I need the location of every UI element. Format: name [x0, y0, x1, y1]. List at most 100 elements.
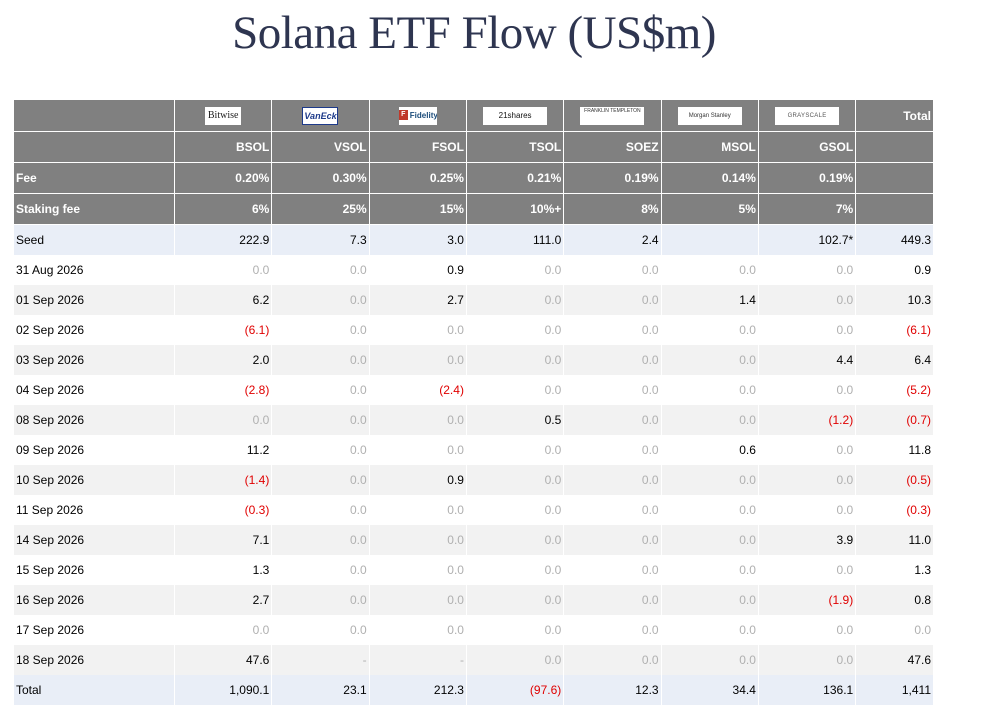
flow-value-cell: 0.0 [466, 495, 565, 525]
flow-value-cell: 0.0 [758, 285, 857, 315]
flow-value-cell: 2.0 [174, 345, 273, 375]
row-total-cell: 0.0 [855, 615, 933, 645]
fee-row-label: Fee [14, 162, 176, 194]
row-label: 10 Sep 2026 [14, 465, 176, 495]
staking-fee-total-cell [855, 193, 933, 225]
flow-value-cell: 7.3 [271, 224, 370, 255]
fidelity-mark-icon: F [398, 110, 408, 121]
table-row: 03 Sep 2026 2.0 0.0 0.0 0.0 0.0 0.0 4.4 6.4 [14, 345, 933, 375]
flow-value-cell: (1.9) [758, 585, 857, 615]
flow-value-cell: 0.9 [369, 255, 467, 285]
flow-value-cell: 0.0 [466, 645, 565, 675]
flow-value-cell: 0.0 [271, 555, 370, 585]
flow-value-cell: 0.0 [369, 555, 467, 585]
table-row: 16 Sep 2026 2.7 0.0 0.0 0.0 0.0 0.0 (1.9) 0.8 [14, 585, 933, 615]
flow-value-cell: 0.0 [466, 255, 565, 285]
flow-value-cell: 0.0 [466, 345, 565, 375]
staking-fee-cell: 25% [271, 193, 370, 225]
flow-value-cell: 0.0 [563, 405, 662, 435]
flow-value-cell: 0.0 [563, 525, 662, 555]
row-total-cell: 47.6 [855, 645, 933, 675]
flow-value-cell: 0.0 [466, 585, 565, 615]
flow-value-cell: 222.9 [174, 224, 273, 255]
flow-value-cell: 0.0 [271, 525, 370, 555]
staking-fee-row: Staking fee 6% 25% 15% 10%+ 8% 5% 7% [14, 193, 933, 225]
staking-fee-cell: 8% [563, 193, 662, 225]
flow-value-cell: 0.0 [369, 315, 467, 345]
fee-cell: 0.14% [661, 162, 759, 194]
table-row: 31 Aug 2026 0.0 0.0 0.9 0.0 0.0 0.0 0.0 0.9 [14, 255, 933, 285]
flow-value-cell: 0.0 [271, 255, 370, 285]
flow-value-cell: 0.0 [271, 495, 370, 525]
row-total-cell: 449.3 [855, 224, 933, 255]
row-total-cell: 11.8 [855, 435, 933, 465]
flow-value-cell: 0.0 [661, 585, 759, 615]
row-total-cell: 0.8 [855, 585, 933, 615]
issuer-logo-cell: 21shares [466, 100, 565, 132]
flow-value-cell: 0.0 [271, 615, 370, 645]
flow-value-cell: 0.0 [369, 345, 467, 375]
row-total-cell: (0.5) [855, 465, 933, 495]
flow-value-cell: 1,090.1 [174, 675, 273, 705]
flow-value-cell: 0.0 [271, 465, 370, 495]
ticker-cell: TSOL [466, 131, 565, 163]
ticker-row: BSOL VSOL FSOL TSOL SOEZ MSOL GSOL [14, 131, 933, 163]
flow-value-cell: 0.9 [369, 465, 467, 495]
flow-value-cell: 136.1 [758, 675, 857, 705]
flow-value-cell: 34.4 [661, 675, 759, 705]
flow-value-cell: 6.2 [174, 285, 273, 315]
flow-value-cell [661, 224, 759, 255]
row-total-cell: (6.1) [855, 315, 933, 345]
row-label: 04 Sep 2026 [14, 375, 176, 405]
row-total-cell: 0.9 [855, 255, 933, 285]
issuer-logo: GRAYSCALE [775, 106, 840, 125]
flow-value-cell: 0.0 [466, 285, 565, 315]
flow-value-cell: 1.4 [661, 285, 759, 315]
flow-value-cell: 0.0 [661, 645, 759, 675]
flow-value-cell: 0.0 [563, 615, 662, 645]
flow-value-cell: 0.0 [758, 255, 857, 285]
ticker-cell: FSOL [369, 131, 467, 163]
flow-value-cell: 3.0 [369, 224, 467, 255]
flow-value-cell: 0.0 [369, 405, 467, 435]
issuer-logo-cell: Morgan Stanley [661, 100, 759, 132]
issuer-logo-cell: Bitwise [174, 100, 273, 132]
flow-value-cell: 0.0 [563, 285, 662, 315]
flow-value-cell: (2.4) [369, 375, 467, 405]
flow-value-cell: (2.8) [174, 375, 273, 405]
fee-cell: 0.25% [369, 162, 467, 194]
table-row: 15 Sep 2026 1.3 0.0 0.0 0.0 0.0 0.0 0.0 1.3 [14, 555, 933, 585]
ticker-total-cell [855, 131, 933, 163]
flow-value-cell: 0.0 [563, 315, 662, 345]
flow-value-cell: (6.1) [174, 315, 273, 345]
flow-value-cell: 0.0 [563, 255, 662, 285]
flow-value-cell: (0.3) [174, 495, 273, 525]
flow-value-cell: 0.0 [174, 255, 273, 285]
flow-value-cell: 0.0 [661, 375, 759, 405]
table-row: Seed 222.9 7.3 3.0 111.0 2.4 102.7* 449.3 [14, 224, 933, 255]
row-total-cell: 11.0 [855, 525, 933, 555]
flow-value-cell: (1.2) [758, 405, 857, 435]
row-total-cell: 1,411 [855, 675, 933, 705]
flow-value-cell: 1.3 [174, 555, 273, 585]
flow-value-cell: 0.0 [758, 495, 857, 525]
flow-value-cell: 212.3 [369, 675, 467, 705]
flow-value-cell: 0.0 [271, 285, 370, 315]
flow-value-cell: 0.0 [466, 525, 565, 555]
flow-value-cell: 7.1 [174, 525, 273, 555]
flow-value-cell: 0.0 [271, 405, 370, 435]
flow-value-cell: 0.0 [758, 615, 857, 645]
flow-value-cell: 0.0 [369, 495, 467, 525]
row-total-cell: (0.3) [855, 495, 933, 525]
fee-cell: 0.21% [466, 162, 565, 194]
staking-fee-row-label: Staking fee [14, 193, 176, 225]
row-total-cell: (0.7) [855, 405, 933, 435]
flow-value-cell: 47.6 [174, 645, 273, 675]
flow-value-cell: 0.0 [563, 645, 662, 675]
flow-value-cell: 0.0 [758, 645, 857, 675]
table-row: 08 Sep 2026 0.0 0.0 0.0 0.5 0.0 0.0 (1.2) (0.7) [14, 405, 933, 435]
issuer-logo-cell: GRAYSCALE [758, 100, 857, 132]
flow-value-cell: (97.6) [466, 675, 565, 705]
flow-value-cell: 0.0 [563, 555, 662, 585]
flow-value-cell: 0.0 [661, 615, 759, 645]
